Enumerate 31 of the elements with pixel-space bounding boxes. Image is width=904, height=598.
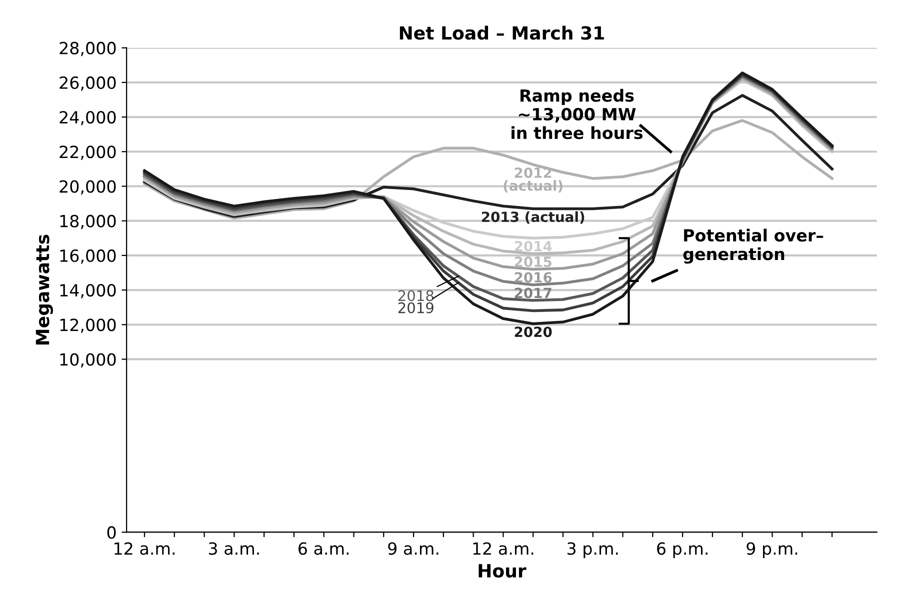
x-tick-label: 6 a.m. <box>298 542 349 555</box>
series-label: 2015 <box>514 256 552 268</box>
series-label: 2017 <box>514 288 552 298</box>
y-tick-label: 24,000 <box>60 111 116 126</box>
y-tick-label: 14,000 <box>60 284 116 298</box>
y-tick-label: 26,000 <box>60 76 116 91</box>
y-tick-label: 0 <box>107 526 116 539</box>
y-tick-label: 12,000 <box>60 318 116 333</box>
annotation: Ramp needs ~13,000 MW in three hours <box>512 88 643 140</box>
y-axis-title: Megawatts <box>36 234 53 344</box>
y-tick-label: 18,000 <box>60 214 116 230</box>
y-tick-label: 22,000 <box>60 146 116 160</box>
series-label: 2013 (actual) <box>482 211 584 224</box>
text: 2019 <box>398 302 434 314</box>
y-tick-label: 10,000 <box>60 353 116 368</box>
x-tick-label: 12 a.m. <box>473 542 534 555</box>
x-axis-title: Hour <box>478 564 526 578</box>
x-tick-label: 9 p.m. <box>746 542 798 558</box>
x-tick-label: 9 a.m. <box>388 542 438 555</box>
x-tick-label: 3 p.m. <box>568 542 618 558</box>
series-label: 2020 <box>514 326 552 338</box>
series-label: 2018 <box>398 290 434 302</box>
annotation: Potential over– generation <box>683 228 824 264</box>
series-label: 2016 <box>514 272 552 283</box>
y-tick-label: 28,000 <box>60 42 116 56</box>
x-tick-label: 12 a.m. <box>114 542 174 555</box>
x-tick-label: 3 a.m. <box>208 542 259 555</box>
y-tick-label: 16,000 <box>60 249 116 264</box>
x-tick-label: 6 p.m. <box>657 542 708 558</box>
chart-title: Net Load – March 31 <box>400 26 604 40</box>
y-tick-label: 20,000 <box>60 180 116 195</box>
